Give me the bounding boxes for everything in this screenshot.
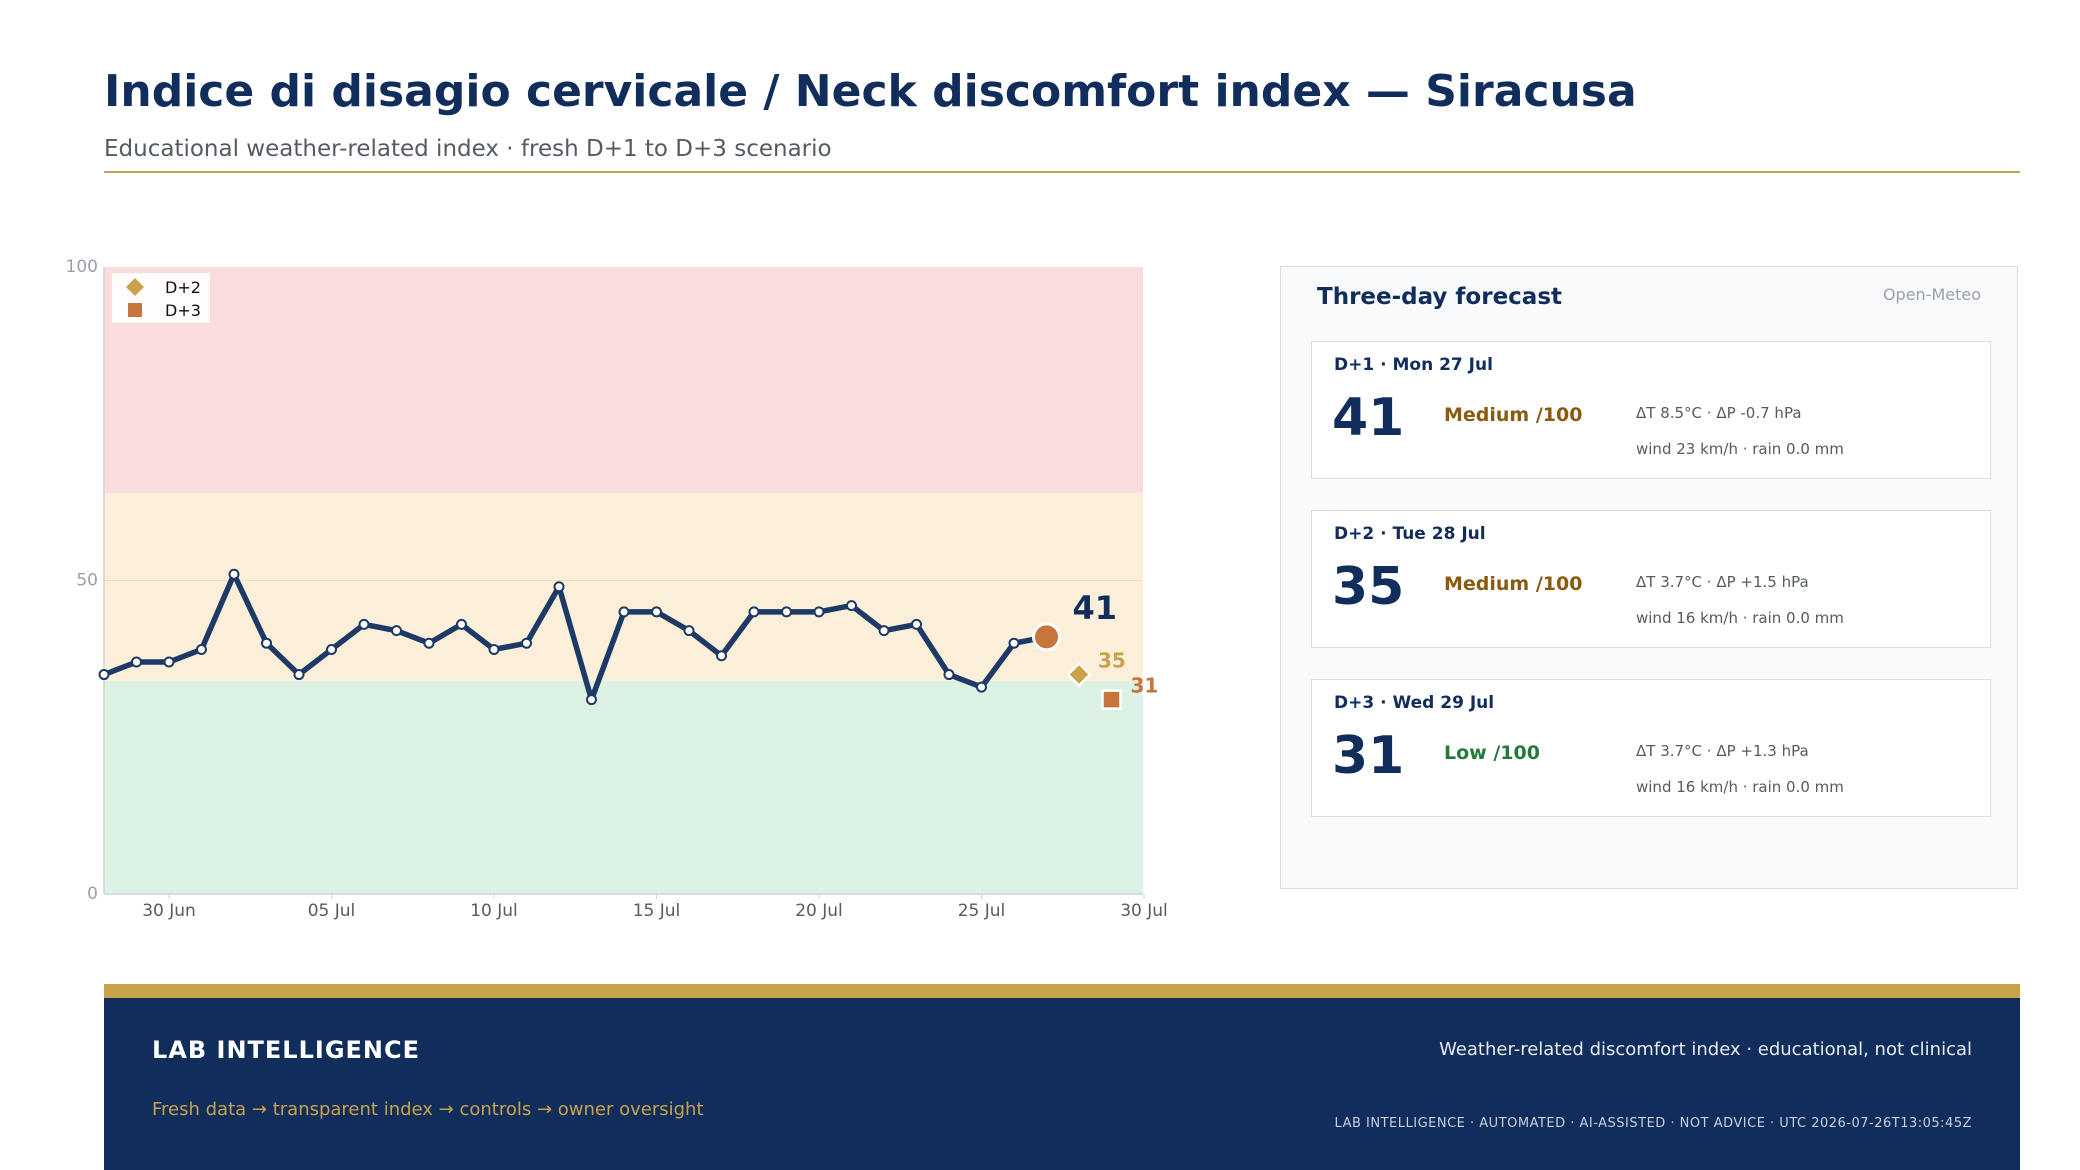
forecast-panel-title: Three-day forecast [1317,284,1563,310]
x-tick-label: 30 Jun [142,901,196,921]
x-tick-label: 15 Jul [633,901,681,921]
y-tick-label: 50 [76,571,98,591]
forecast-card-score: 31 [1332,726,1405,786]
data-point [878,625,890,637]
legend-label: D+3 [165,301,201,320]
footer-note: Weather-related discomfort index · educa… [1439,1039,1972,1060]
forecast-card-weather: wind 23 km/h · rain 0.0 mm [1636,440,1844,458]
data-point [683,625,695,637]
footer-accent-bar [104,984,2020,998]
data-point [131,656,142,668]
forecast-panel: Three-day forecast Open-Meteo D+1 · Mon … [1280,266,2018,889]
forecast-card-head: D+2 · Tue 28 Jul [1334,524,1486,544]
forecast-card-level: Medium /100 [1444,573,1583,595]
forecast-card-weather: wind 16 km/h · rain 0.0 mm [1636,609,1844,627]
forecast-marker-d2 [1066,661,1092,688]
forecast-card-head: D+1 · Mon 27 Jul [1334,355,1493,375]
data-point [586,694,597,706]
x-tick-label: 05 Jul [308,901,356,921]
forecast-card-weather: wind 16 km/h · rain 0.0 mm [1636,778,1844,796]
header-divider [104,171,2020,173]
today-marker [1032,622,1061,652]
footer-stamp: LAB INTELLIGENCE · AUTOMATED · AI-ASSIST… [1334,1116,1972,1131]
y-tick-label: 100 [66,257,98,277]
data-point [651,606,662,618]
y-tick-label: 0 [87,884,98,904]
x-tick-label: 30 Jul [1120,901,1168,921]
legend-label: D+2 [165,278,201,297]
data-point [976,681,987,693]
x-tick-label: 20 Jul [795,901,843,921]
risk-band-0 [104,680,1143,894]
data-point [228,568,240,580]
data-point [1008,637,1020,649]
forecast-card-level: Medium /100 [1444,404,1583,426]
data-point [423,637,435,649]
footer-tagline: Fresh data → transparent index → control… [152,1099,704,1120]
data-point [326,643,337,655]
forecast-card-d2: D+2 · Tue 28 Jul 35 Medium /100 ΔT 3.7°C… [1311,510,1991,648]
forecast-card-delta: ΔT 8.5°C · ΔP -0.7 hPa [1636,404,1802,422]
forecast-card-score: 35 [1332,557,1405,617]
footer-brand: LAB INTELLIGENCE [152,1036,420,1064]
legend-swatch [128,303,142,317]
forecast-source: Open-Meteo [1882,285,1981,304]
data-point [293,669,305,681]
forecast-card-d1: D+1 · Mon 27 Jul 41 Medium /100 ΔT 8.5°C… [1311,341,1991,479]
data-point [846,600,857,612]
forecast-card-head: D+3 · Wed 29 Jul [1334,693,1495,713]
x-tick-label: 25 Jul [958,901,1006,921]
forecast-marker-d3 [1101,689,1122,710]
data-point [781,606,792,618]
forecast-card-score: 41 [1332,388,1405,448]
data-point [488,643,500,655]
series-line [101,571,1050,703]
forecast-card-delta: ΔT 3.7°C · ΔP +1.3 hPa [1636,742,1809,760]
discomfort-index-chart: 0 50 100 30 Jun 05 Jul 10 Jul 15 Jul 20 Jul 25 J… [66,257,1168,921]
data-point [813,606,825,618]
data-point [943,669,955,681]
data-point [358,618,370,630]
data-point [553,581,565,593]
data-point [456,618,467,630]
data-point [748,606,760,618]
forecast-value-label: 31 [1131,674,1159,698]
data-point [716,650,727,662]
data-point [261,637,272,649]
data-point [618,606,630,618]
risk-band-1 [104,492,1143,681]
forecast-card-d3: D+3 · Wed 29 Jul 31 Low /100 ΔT 3.7°C · … [1311,679,1991,817]
today-value-label: 41 [1073,589,1118,627]
forecast-value-label: 35 [1098,649,1126,673]
data-point [521,637,532,649]
page-title: Indice di disagio cervicale / Neck disco… [104,66,1637,117]
legend-swatch [126,278,144,296]
data-point [163,656,175,668]
risk-band-2 [104,267,1143,493]
data-point [98,669,110,681]
data-point [196,643,207,655]
data-point [391,625,402,637]
forecast-card-level: Low /100 [1444,742,1540,764]
data-point [911,618,922,630]
forecast-card-delta: ΔT 3.7°C · ΔP +1.5 hPa [1636,573,1809,591]
footer: LAB INTELLIGENCE Fresh data → transparen… [104,998,2020,1170]
x-tick-label: 10 Jul [470,901,518,921]
page-subtitle: Educational weather-related index · fres… [104,136,832,162]
